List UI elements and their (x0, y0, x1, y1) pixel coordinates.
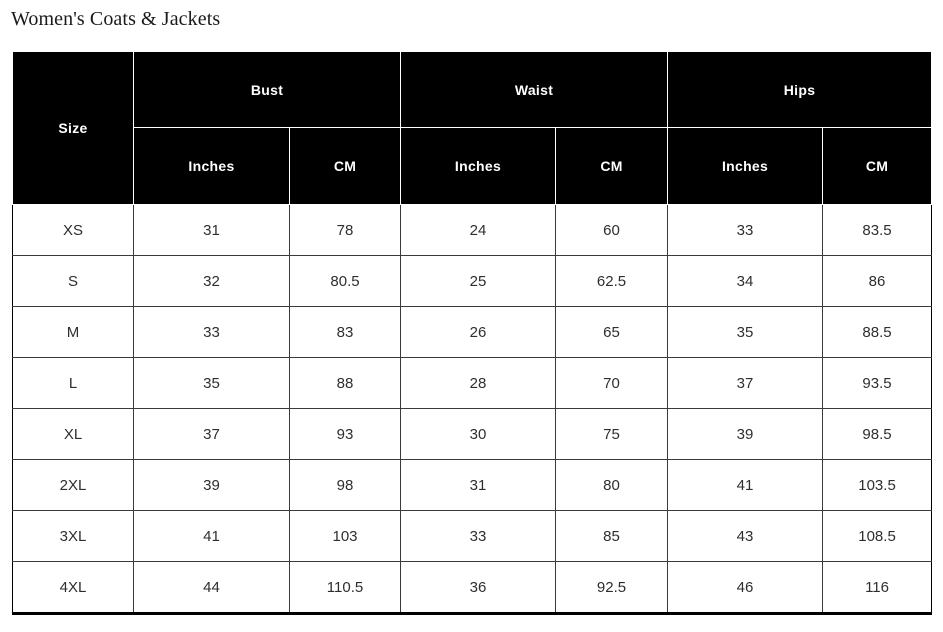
cell-size: 2XL (12, 459, 134, 511)
table-row: L 35 88 28 70 37 93.5 (12, 357, 933, 409)
cell-waist-cm: 85 (554, 510, 669, 562)
column-header-hips-inches: Inches (667, 127, 824, 205)
cell-hips-cm: 103.5 (822, 459, 933, 511)
cell-waist-cm: 60 (554, 204, 669, 256)
table-row: S 32 80.5 25 62.5 34 86 (12, 255, 933, 307)
size-chart-table: Size Bust Waist Hips Inches CM Inches CM… (12, 51, 933, 615)
table-header-row-units: Inches CM Inches CM Inches CM (13, 127, 933, 205)
cell-bust-cm: 88 (289, 357, 401, 409)
cell-waist-in: 36 (400, 561, 556, 614)
column-header-bust: Bust (133, 51, 401, 128)
cell-hips-in: 46 (667, 561, 824, 614)
cell-size: L (12, 357, 134, 409)
cell-waist-cm: 80 (554, 459, 669, 511)
cell-bust-in: 39 (133, 459, 290, 511)
table-row: XL 37 93 30 75 39 98.5 (12, 408, 933, 460)
column-header-bust-cm: CM (289, 127, 401, 205)
cell-waist-in: 26 (400, 306, 556, 358)
cell-bust-in: 31 (133, 204, 290, 256)
cell-bust-cm: 80.5 (289, 255, 401, 307)
cell-hips-cm: 108.5 (822, 510, 933, 562)
column-header-hips: Hips (667, 51, 933, 128)
cell-waist-in: 25 (400, 255, 556, 307)
cell-bust-cm: 78 (289, 204, 401, 256)
cell-waist-cm: 62.5 (554, 255, 669, 307)
cell-waist-cm: 65 (554, 306, 669, 358)
page-title: Women's Coats & Jackets (11, 8, 221, 30)
table-row: XS 31 78 24 60 33 83.5 (12, 204, 933, 256)
cell-hips-cm: 93.5 (822, 357, 933, 409)
cell-hips-in: 43 (667, 510, 824, 562)
column-header-size: Size (12, 51, 134, 205)
column-header-hips-cm: CM (822, 127, 933, 205)
cell-bust-cm: 98 (289, 459, 401, 511)
cell-size: XS (12, 204, 134, 256)
cell-waist-in: 28 (400, 357, 556, 409)
table-row: M 33 83 26 65 35 88.5 (12, 306, 933, 358)
cell-bust-in: 35 (133, 357, 290, 409)
cell-hips-cm: 83.5 (822, 204, 933, 256)
table-body: XS 31 78 24 60 33 83.5 S 32 80.5 25 62.5… (12, 204, 933, 614)
table-header-row-groups: Size Bust Waist Hips (12, 51, 933, 205)
cell-hips-cm: 88.5 (822, 306, 933, 358)
cell-hips-cm: 98.5 (822, 408, 933, 460)
cell-waist-in: 31 (400, 459, 556, 511)
cell-hips-in: 41 (667, 459, 824, 511)
cell-bust-in: 41 (133, 510, 290, 562)
cell-hips-cm: 116 (822, 561, 933, 614)
cell-size: 3XL (12, 510, 134, 562)
cell-waist-in: 33 (400, 510, 556, 562)
cell-bust-cm: 103 (289, 510, 401, 562)
cell-bust-cm: 83 (289, 306, 401, 358)
table-row: 2XL 39 98 31 80 41 103.5 (12, 459, 933, 511)
cell-size: XL (12, 408, 134, 460)
cell-bust-in: 37 (133, 408, 290, 460)
cell-waist-in: 24 (400, 204, 556, 256)
table-row: 4XL 44 110.5 36 92.5 46 116 (12, 561, 933, 614)
cell-hips-in: 33 (667, 204, 824, 256)
cell-bust-in: 33 (133, 306, 290, 358)
cell-waist-cm: 70 (554, 357, 669, 409)
cell-hips-cm: 86 (822, 255, 933, 307)
cell-waist-in: 30 (400, 408, 556, 460)
cell-hips-in: 34 (667, 255, 824, 307)
cell-waist-cm: 75 (554, 408, 669, 460)
cell-bust-cm: 110.5 (289, 561, 401, 614)
cell-hips-in: 35 (667, 306, 824, 358)
column-header-waist-cm: CM (554, 127, 669, 205)
cell-bust-in: 44 (133, 561, 290, 614)
cell-size: S (12, 255, 134, 307)
cell-hips-in: 39 (667, 408, 824, 460)
table-row: 3XL 41 103 33 85 43 108.5 (12, 510, 933, 562)
cell-bust-cm: 93 (289, 408, 401, 460)
size-table-container: Size Bust Waist Hips Inches CM Inches CM… (12, 51, 933, 615)
cell-waist-cm: 92.5 (554, 561, 669, 614)
column-header-waist: Waist (399, 51, 669, 128)
cell-hips-in: 37 (667, 357, 824, 409)
table-header: Size Bust Waist Hips Inches CM Inches CM… (12, 51, 933, 205)
cell-size: 4XL (12, 561, 134, 614)
column-header-bust-inches: Inches (133, 127, 290, 205)
cell-size: M (12, 306, 134, 358)
cell-bust-in: 32 (133, 255, 290, 307)
column-header-waist-inches: Inches (400, 127, 556, 205)
